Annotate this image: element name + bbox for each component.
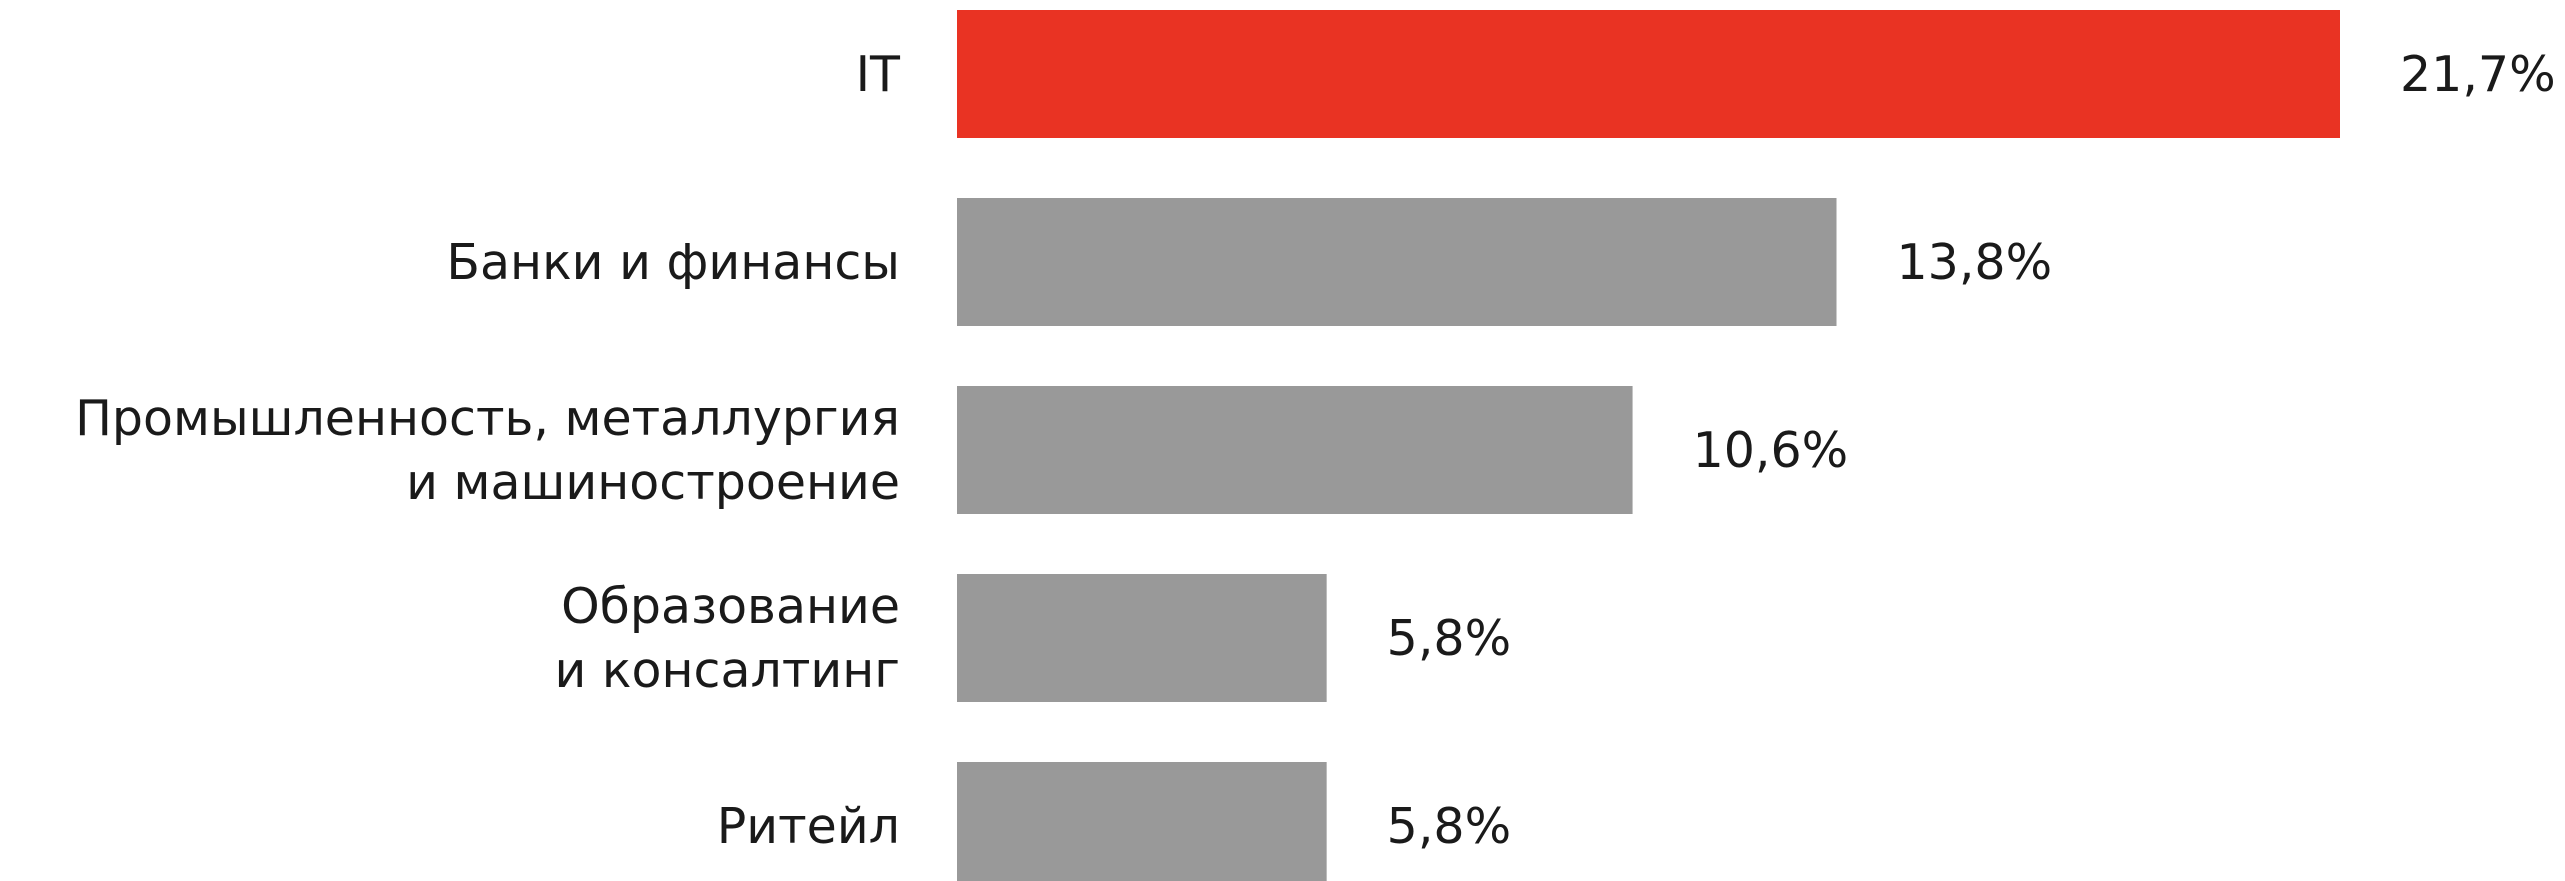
value-label: 13,8% (1897, 234, 2053, 291)
value-label: 5,8% (1387, 610, 1512, 667)
category-label-line: и машиностроение (406, 454, 900, 511)
category-label-line: IT (856, 46, 901, 103)
bar (957, 762, 1327, 881)
category-label: Образование и консалтинг (555, 578, 901, 699)
bar (957, 574, 1327, 702)
value-label: 10,6% (1693, 422, 1849, 479)
bars-layer (957, 10, 2340, 881)
category-label-line: Ритейл (717, 798, 900, 855)
category-label-line: Промышленность, металлургия (75, 390, 900, 447)
value-labels-layer: 21,7% 13,8% 10,6% 5,8% 5,8% (1387, 46, 2556, 855)
category-label: Ритейл (717, 798, 900, 855)
value-label: 5,8% (1387, 798, 1512, 855)
category-label-line: и консалтинг (555, 642, 901, 699)
category-label-line: Образование (561, 578, 900, 635)
category-labels-layer: IT Банки и финансы Промышленность, металлу… (75, 46, 901, 855)
category-label: IT (856, 46, 901, 103)
bar (957, 10, 2340, 138)
bar (957, 198, 1837, 326)
category-label: Промышленность, металлургия и машинострое… (75, 390, 900, 511)
bar (957, 386, 1633, 514)
category-label-line: Банки и финансы (446, 234, 900, 291)
value-label: 21,7% (2400, 46, 2556, 103)
category-label: Банки и финансы (446, 234, 900, 291)
